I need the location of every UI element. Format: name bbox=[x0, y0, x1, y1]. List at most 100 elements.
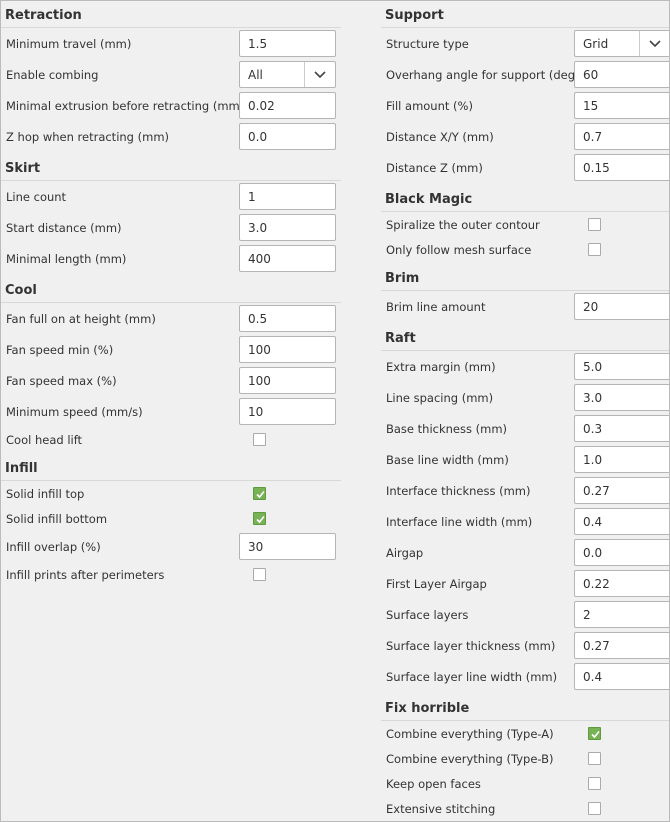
input-value: 0.27 bbox=[583, 483, 610, 498]
text-input[interactable]: 1 bbox=[239, 183, 336, 210]
input-value: All bbox=[248, 67, 263, 82]
input-value: 1.0 bbox=[583, 452, 603, 467]
settings-section: Fix horrible Combine everything (Type-A) C… bbox=[381, 698, 669, 821]
input-value: 5.0 bbox=[583, 359, 603, 374]
setting-label: Base line width (mm) bbox=[386, 452, 509, 467]
setting-label: Surface layer thickness (mm) bbox=[386, 638, 556, 653]
input-value: 1.5 bbox=[248, 36, 268, 51]
setting-label: Combine everything (Type-B) bbox=[386, 751, 554, 766]
input-value: 100 bbox=[248, 373, 271, 388]
text-input[interactable]: 1.0 bbox=[574, 446, 669, 473]
input-value: 0.02 bbox=[248, 98, 275, 113]
setting-row: Airgap 0.0 bbox=[381, 537, 669, 568]
settings-section: Skirt Line count 1 Start distance (mm) 3.0 Mi… bbox=[1, 158, 341, 274]
dropdown[interactable]: Grid bbox=[574, 30, 669, 57]
text-input[interactable]: 3.0 bbox=[239, 214, 336, 241]
setting-row: Combine everything (Type-B) bbox=[381, 746, 669, 771]
section-heading: Skirt bbox=[1, 158, 341, 181]
input-value: 30 bbox=[248, 539, 264, 554]
setting-label: Combine everything (Type-A) bbox=[386, 726, 554, 741]
text-input[interactable]: 0.0 bbox=[239, 123, 336, 150]
text-input[interactable]: 1.5 bbox=[239, 30, 336, 57]
checkbox[interactable] bbox=[588, 777, 601, 790]
setting-label: Fan full on at height (mm) bbox=[6, 311, 156, 326]
setting-row: Fan full on at height (mm) 0.5 bbox=[1, 303, 341, 334]
text-input[interactable]: 0.4 bbox=[574, 663, 669, 690]
text-input[interactable]: 0.27 bbox=[574, 477, 669, 504]
setting-row: Solid infill top bbox=[1, 481, 341, 506]
input-value: 0.3 bbox=[583, 421, 603, 436]
text-input[interactable]: 0.02 bbox=[239, 92, 336, 119]
text-input[interactable]: 400 bbox=[239, 245, 336, 272]
setting-row: Combine everything (Type-A) bbox=[381, 721, 669, 746]
setting-label: Minimal extrusion before retracting (mm) bbox=[6, 98, 245, 113]
setting-label: Distance Z (mm) bbox=[386, 160, 483, 175]
setting-row: Interface line width (mm) 0.4 bbox=[381, 506, 669, 537]
icon bbox=[649, 40, 661, 48]
settings-section: Support Structure type Grid Overhang angle … bbox=[381, 5, 669, 183]
text-input[interactable]: 0.22 bbox=[574, 570, 669, 597]
text-input[interactable]: 100 bbox=[239, 336, 336, 363]
icon bbox=[256, 515, 265, 524]
text-input[interactable]: 30 bbox=[239, 533, 336, 560]
text-input[interactable]: 0.5 bbox=[239, 305, 336, 332]
input-value: 2 bbox=[583, 607, 591, 622]
text-input[interactable]: 0.7 bbox=[574, 123, 669, 150]
setting-label: First Layer Airgap bbox=[386, 576, 487, 591]
text-input[interactable]: 0.3 bbox=[574, 415, 669, 442]
input-value: 10 bbox=[248, 404, 264, 419]
setting-row: Z hop when retracting (mm) 0.0 bbox=[1, 121, 341, 152]
checkbox[interactable] bbox=[588, 243, 601, 256]
setting-label: Minimum travel (mm) bbox=[6, 36, 132, 51]
checkbox[interactable] bbox=[588, 218, 601, 231]
icon bbox=[314, 71, 326, 79]
setting-label: Spiralize the outer contour bbox=[386, 217, 540, 232]
setting-label: Infill overlap (%) bbox=[6, 539, 101, 554]
setting-row: Minimum travel (mm) 1.5 bbox=[1, 28, 341, 59]
text-input[interactable]: 20 bbox=[574, 293, 669, 320]
icon bbox=[256, 490, 265, 499]
setting-label: Extensive stitching bbox=[386, 801, 496, 816]
input-value: 20 bbox=[583, 299, 599, 314]
input-value: 0.4 bbox=[583, 669, 603, 684]
setting-label: Enable combing bbox=[6, 67, 99, 82]
checkbox[interactable] bbox=[253, 512, 266, 525]
text-input[interactable]: 0.4 bbox=[574, 508, 669, 535]
input-value: 0.7 bbox=[583, 129, 603, 144]
setting-label: Z hop when retracting (mm) bbox=[6, 129, 170, 144]
checkbox[interactable] bbox=[588, 727, 601, 740]
setting-row: Fan speed min (%) 100 bbox=[1, 334, 341, 365]
text-input[interactable]: 10 bbox=[239, 398, 336, 425]
setting-label: Fan speed max (%) bbox=[6, 373, 117, 388]
setting-label: Distance X/Y (mm) bbox=[386, 129, 494, 144]
input-value: 0.0 bbox=[583, 545, 603, 560]
checkbox[interactable] bbox=[253, 568, 266, 581]
setting-row: Distance X/Y (mm) 0.7 bbox=[381, 121, 669, 152]
setting-label: Line spacing (mm) bbox=[386, 390, 494, 405]
setting-row: Line count 1 bbox=[1, 181, 341, 212]
checkbox[interactable] bbox=[253, 433, 266, 446]
setting-row: Fill amount (%) 15 bbox=[381, 90, 669, 121]
text-input[interactable]: 3.0 bbox=[574, 384, 669, 411]
text-input[interactable]: 0.15 bbox=[574, 154, 669, 181]
setting-row: Base thickness (mm) 0.3 bbox=[381, 413, 669, 444]
checkbox[interactable] bbox=[253, 487, 266, 500]
checkbox[interactable] bbox=[588, 802, 601, 815]
setting-row: Base line width (mm) 1.0 bbox=[381, 444, 669, 475]
icon bbox=[591, 730, 600, 739]
text-input[interactable]: 60 bbox=[574, 61, 669, 88]
text-input[interactable]: 100 bbox=[239, 367, 336, 394]
settings-section: Raft Extra margin (mm) 5.0 Line spacing (mm… bbox=[381, 328, 669, 692]
setting-row: Distance Z (mm) 0.15 bbox=[381, 152, 669, 183]
text-input[interactable]: 5.0 bbox=[574, 353, 669, 380]
text-input[interactable]: 2 bbox=[574, 601, 669, 628]
text-input[interactable]: 15 bbox=[574, 92, 669, 119]
checkbox[interactable] bbox=[588, 752, 601, 765]
setting-row: Infill prints after perimeters bbox=[1, 562, 341, 587]
setting-row: Solid infill bottom bbox=[1, 506, 341, 531]
setting-row: Surface layer thickness (mm) 0.27 bbox=[381, 630, 669, 661]
text-input[interactable]: 0.0 bbox=[574, 539, 669, 566]
setting-row: Only follow mesh surface bbox=[381, 237, 669, 262]
text-input[interactable]: 0.27 bbox=[574, 632, 669, 659]
dropdown[interactable]: All bbox=[239, 61, 336, 88]
